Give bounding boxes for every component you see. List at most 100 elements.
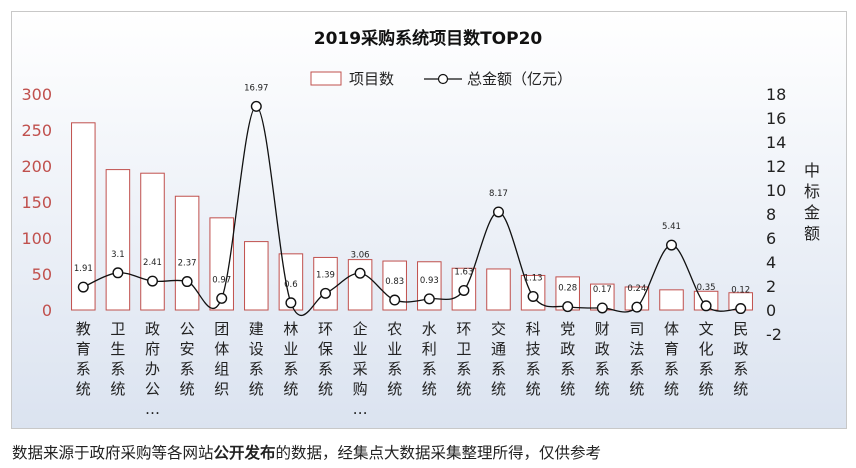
line-value-label-10: 0.93 bbox=[420, 276, 439, 286]
bar-2 bbox=[140, 172, 165, 311]
category-text-15: 财政系统 bbox=[595, 320, 610, 398]
legend-line-label: 总金额（亿元） bbox=[467, 70, 572, 88]
category-text-6: 林业系统 bbox=[283, 320, 298, 398]
line-marker-8 bbox=[354, 267, 366, 279]
line-value-label-13: 1.13 bbox=[524, 273, 543, 283]
line-value-label-19: 0.12 bbox=[731, 286, 750, 296]
line-marker-2 bbox=[146, 275, 158, 287]
left-tick-150: 150 bbox=[21, 193, 52, 212]
line-marker-11 bbox=[458, 284, 470, 296]
category-text-0: 教育系统 bbox=[76, 320, 91, 398]
category-text-2: 政府办公… bbox=[145, 320, 160, 418]
category-label-1: 卫生系统 bbox=[110, 320, 125, 398]
line-marker-3 bbox=[181, 276, 193, 288]
line-marker-7 bbox=[320, 287, 332, 299]
line-value-label-17: 5.41 bbox=[662, 222, 681, 232]
line-series-markers bbox=[77, 100, 747, 315]
category-text-18: 文化系统 bbox=[699, 320, 714, 398]
legend: 项目数 总金额（亿元） bbox=[310, 70, 572, 88]
right-tick--2: -2 bbox=[766, 325, 782, 344]
right-tick-4: 4 bbox=[766, 253, 776, 272]
bar-10 bbox=[417, 261, 442, 311]
category-label-19: 民政系统 bbox=[733, 320, 748, 398]
line-marker-19 bbox=[735, 303, 747, 315]
line-marker-16 bbox=[631, 301, 643, 313]
line-value-label-6: 0.6 bbox=[284, 280, 298, 290]
category-label-3: 公安系统 bbox=[180, 320, 195, 398]
source-note-text: 数据来源于政府采购等各网站 bbox=[12, 444, 214, 462]
category-text-19: 民政系统 bbox=[733, 320, 748, 398]
category-label-6: 林业系统 bbox=[283, 320, 298, 398]
category-label-16: 司法系统 bbox=[629, 320, 644, 398]
category-label-8: 企业采购… bbox=[353, 320, 368, 418]
right-tick-16: 16 bbox=[766, 109, 786, 128]
category-text-10: 水利系统 bbox=[422, 320, 437, 398]
line-marker-14 bbox=[562, 301, 574, 313]
category-label-14: 党政系统 bbox=[560, 320, 575, 398]
line-marker-13 bbox=[527, 290, 539, 302]
source-note: 数据来源于政府采购等各网站公开发布的数据，经集点大数据采集整理所得，仅供参考 bbox=[12, 441, 601, 463]
line-marker-6 bbox=[285, 297, 297, 309]
line-value-labels: 1.91 3.1 2.41 2.37 0.97 16.97 0.6 1.39 3.06 0.83 0… bbox=[74, 83, 750, 295]
category-text-16: 司法系统 bbox=[629, 320, 644, 398]
bar-1 bbox=[105, 169, 131, 311]
category-label-17: 体育系统 bbox=[664, 320, 679, 398]
left-tick-200: 200 bbox=[21, 157, 52, 176]
category-text-9: 农业系统 bbox=[387, 320, 402, 398]
category-text-3: 公安系统 bbox=[180, 320, 195, 398]
line-value-label-4: 0.97 bbox=[212, 275, 231, 285]
legend-bar-swatch bbox=[310, 71, 342, 86]
right-axis-title-char-0: 中 bbox=[804, 161, 820, 180]
bar-8 bbox=[347, 259, 373, 311]
legend-bar-label: 项目数 bbox=[349, 70, 394, 88]
bar-7 bbox=[313, 256, 338, 311]
line-marker-10 bbox=[423, 293, 435, 305]
legend-line-marker bbox=[437, 73, 449, 85]
line-value-label-15: 0.17 bbox=[593, 285, 612, 295]
line-value-label-0: 1.91 bbox=[74, 264, 93, 274]
category-text-13: 科技系统 bbox=[526, 320, 541, 398]
line-value-label-14: 0.28 bbox=[558, 284, 577, 294]
source-note-bold: 公开发布 bbox=[213, 444, 276, 462]
line-value-label-16: 0.24 bbox=[627, 284, 646, 294]
line-value-label-12: 8.17 bbox=[489, 189, 508, 199]
right-tick-18: 18 bbox=[766, 85, 786, 104]
line-value-label-5: 16.97 bbox=[244, 83, 268, 93]
line-value-label-18: 0.35 bbox=[697, 283, 716, 293]
line-value-label-3: 2.37 bbox=[178, 259, 197, 269]
line-marker-15 bbox=[596, 302, 608, 314]
left-axis: 0 50 100 150 200 250 300 bbox=[21, 85, 52, 320]
right-tick-10: 10 bbox=[766, 181, 786, 200]
category-label-15: 财政系统 bbox=[595, 320, 610, 398]
category-label-4: 团体组织 bbox=[214, 320, 229, 398]
bar-4 bbox=[209, 217, 234, 311]
chart-title: 2019采购系统项目数TOP20 bbox=[314, 28, 543, 49]
category-labels: 教育系统 卫生系统 政府办公… 公安系统 团体组织 建设系统 林业系统 环保系统 企业采购… 农业… bbox=[76, 320, 748, 418]
line-marker-0 bbox=[77, 281, 89, 293]
bar-12 bbox=[486, 268, 511, 311]
bar-series bbox=[71, 122, 753, 311]
category-label-2: 政府办公… bbox=[145, 320, 160, 418]
line-value-label-1: 3.1 bbox=[111, 250, 125, 260]
line-value-label-2: 2.41 bbox=[143, 258, 162, 268]
bar-17 bbox=[659, 289, 684, 311]
left-tick-300: 300 bbox=[21, 85, 52, 104]
bar-5 bbox=[244, 241, 269, 311]
right-axis-title-char-1: 标 bbox=[804, 182, 820, 201]
left-tick-100: 100 bbox=[21, 229, 52, 248]
category-label-11: 环卫系统 bbox=[456, 320, 471, 398]
category-text-11: 环卫系统 bbox=[456, 320, 471, 398]
right-axis-title-char-3: 额 bbox=[804, 224, 820, 243]
category-label-13: 科技系统 bbox=[526, 320, 541, 398]
right-tick-2: 2 bbox=[766, 277, 776, 296]
category-label-10: 水利系统 bbox=[422, 320, 437, 398]
line-value-label-8: 3.06 bbox=[351, 250, 370, 260]
category-label-9: 农业系统 bbox=[387, 320, 402, 398]
line-marker-12 bbox=[493, 206, 505, 218]
line-marker-17 bbox=[666, 239, 678, 251]
left-tick-50: 50 bbox=[32, 265, 52, 284]
category-text-4: 团体组织 bbox=[214, 320, 229, 398]
chart-frame bbox=[11, 11, 847, 429]
line-value-label-11: 1.63 bbox=[454, 267, 473, 277]
right-tick-0: 0 bbox=[766, 301, 776, 320]
